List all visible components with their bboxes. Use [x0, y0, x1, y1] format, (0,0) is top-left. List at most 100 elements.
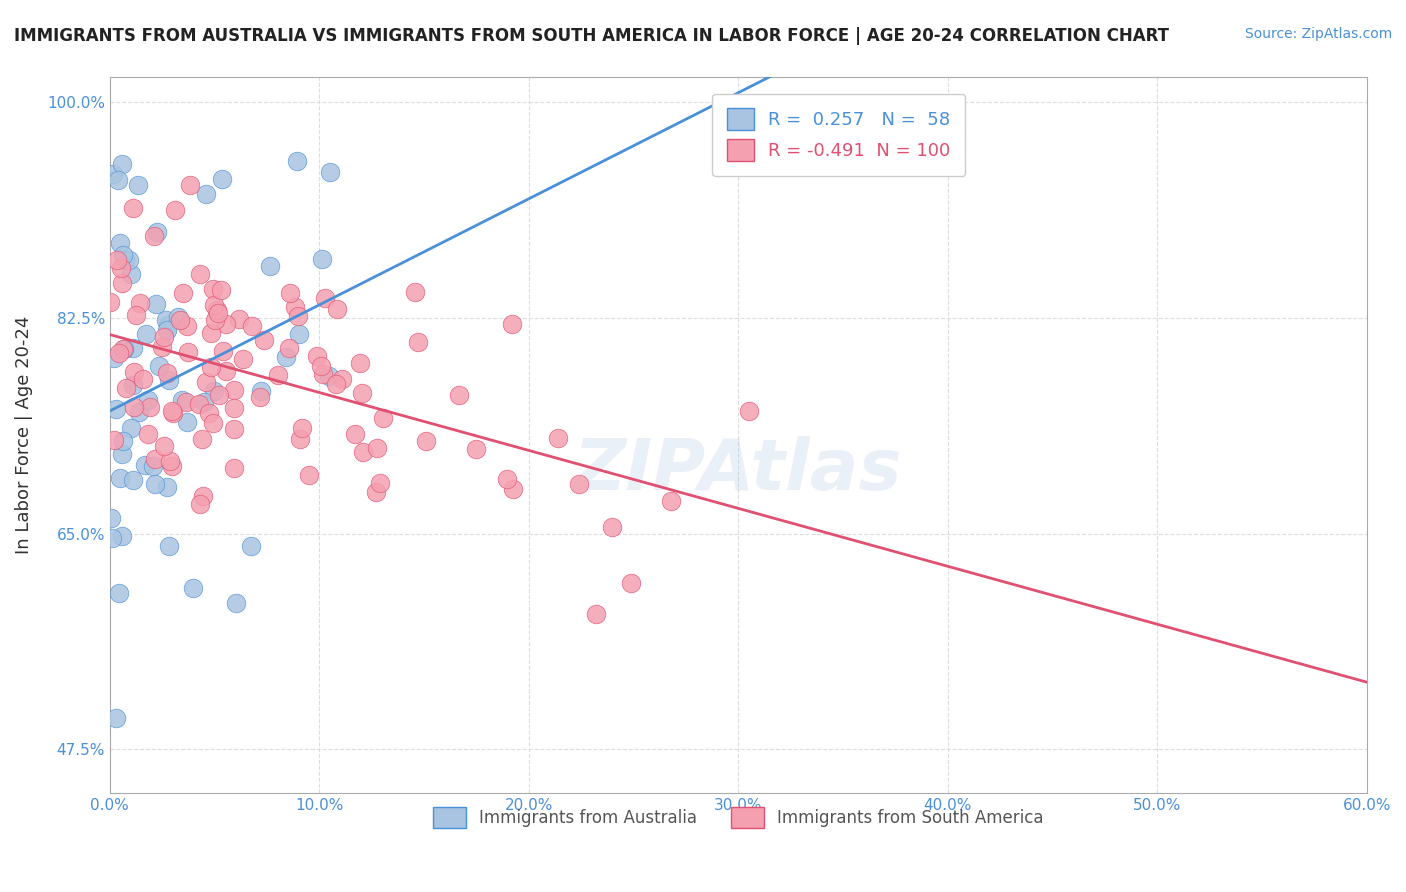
Immigrants from Australia	[211, 172, 233, 186]
Immigrants from South America	[125, 309, 148, 323]
Immigrants from Australia	[111, 248, 134, 262]
Immigrants from Australia	[122, 474, 145, 488]
Immigrants from South America	[344, 427, 367, 442]
Immigrants from South America	[122, 365, 145, 379]
Immigrants from South America	[325, 301, 347, 316]
Immigrants from Australia	[112, 434, 135, 449]
Text: IMMIGRANTS FROM AUSTRALIA VS IMMIGRANTS FROM SOUTH AMERICA IN LABOR FORCE | AGE : IMMIGRANTS FROM AUSTRALIA VS IMMIGRANTS …	[14, 27, 1168, 45]
Immigrants from Australia	[111, 529, 134, 543]
Immigrants from South America	[142, 229, 165, 244]
Immigrants from South America	[366, 441, 388, 455]
Immigrants from Australia	[110, 471, 132, 485]
Immigrants from Australia	[176, 415, 198, 429]
Immigrants from Australia	[121, 377, 143, 392]
Immigrants from South America	[449, 388, 471, 402]
Immigrants from Australia	[249, 384, 271, 398]
Immigrants from South America	[738, 404, 761, 418]
Immigrants from South America	[153, 329, 176, 343]
Immigrants from South America	[228, 312, 250, 326]
Immigrants from South America	[115, 381, 138, 395]
Immigrants from South America	[108, 346, 131, 360]
Immigrants from Australia	[101, 167, 124, 181]
Immigrants from South America	[209, 283, 232, 297]
Immigrants from South America	[267, 368, 290, 382]
Immigrants from Australia	[202, 384, 225, 398]
Immigrants from South America	[298, 468, 321, 483]
Immigrants from South America	[179, 178, 201, 192]
Immigrants from South America	[160, 403, 183, 417]
Immigrants from Australia	[128, 405, 150, 419]
Immigrants from South America	[305, 349, 328, 363]
Immigrants from South America	[132, 372, 155, 386]
Immigrants from South America	[110, 260, 132, 275]
Immigrants from South America	[202, 298, 225, 312]
Immigrants from South America	[353, 445, 375, 459]
Immigrants from Australia	[127, 178, 149, 192]
Immigrants from Australia	[108, 586, 131, 600]
Immigrants from South America	[191, 489, 214, 503]
Immigrants from South America	[156, 366, 179, 380]
Immigrants from South America	[371, 410, 394, 425]
Immigrants from South America	[278, 286, 301, 301]
Immigrants from South America	[366, 485, 388, 500]
Immigrants from South America	[190, 432, 212, 446]
Immigrants from Australia	[104, 402, 127, 417]
Immigrants from South America	[200, 326, 222, 340]
Immigrants from South America	[143, 452, 166, 467]
Immigrants from Australia	[181, 581, 204, 595]
Immigrants from Australia	[156, 323, 179, 337]
Immigrants from South America	[112, 342, 135, 356]
Immigrants from South America	[202, 416, 225, 430]
Immigrants from Australia	[155, 313, 177, 327]
Immigrants from South America	[188, 497, 211, 511]
Immigrants from Australia	[319, 165, 342, 179]
Immigrants from South America	[98, 294, 121, 309]
Immigrants from South America	[139, 400, 162, 414]
Immigrants from South America	[105, 252, 128, 267]
Immigrants from South America	[122, 201, 145, 215]
Immigrants from South America	[169, 313, 191, 327]
Immigrants from South America	[368, 476, 391, 491]
Immigrants from Australia	[193, 395, 215, 409]
Immigrants from Australia	[114, 252, 136, 267]
Immigrants from South America	[200, 359, 222, 374]
Immigrants from Australia	[110, 236, 132, 251]
Immigrants from Australia	[318, 368, 340, 383]
Immigrants from South America	[153, 439, 176, 453]
Immigrants from Australia	[145, 225, 167, 239]
Immigrants from South America	[240, 318, 263, 333]
Immigrants from Australia	[225, 595, 247, 609]
Immigrants from Australia	[121, 267, 143, 281]
Immigrants from Australia	[101, 531, 124, 545]
Immigrants from South America	[291, 420, 314, 434]
Immigrants from South America	[111, 276, 134, 290]
Text: Source: ZipAtlas.com: Source: ZipAtlas.com	[1244, 27, 1392, 41]
Immigrants from South America	[124, 401, 146, 415]
Immigrants from South America	[177, 345, 200, 359]
Immigrants from South America	[162, 406, 184, 420]
Immigrants from Australia	[110, 157, 132, 171]
Immigrants from South America	[222, 422, 245, 436]
Immigrants from Australia	[167, 310, 190, 325]
Immigrants from Australia	[112, 342, 135, 356]
Immigrants from South America	[464, 442, 486, 456]
Immigrants from South America	[165, 203, 187, 218]
Immigrants from South America	[215, 318, 238, 332]
Immigrants from South America	[222, 461, 245, 475]
Immigrants from South America	[129, 296, 152, 310]
Immigrants from South America	[159, 454, 181, 468]
Immigrants from South America	[232, 351, 254, 366]
Immigrants from Australia	[120, 421, 142, 435]
Immigrants from South America	[415, 434, 437, 449]
Immigrants from Australia	[156, 318, 179, 333]
Immigrants from South America	[207, 388, 229, 402]
Immigrants from South America	[224, 401, 246, 415]
Immigrants from Australia	[285, 154, 308, 169]
Immigrants from South America	[160, 458, 183, 473]
Immigrants from Australia	[156, 480, 179, 494]
Immigrants from South America	[172, 286, 194, 301]
Immigrants from South America	[284, 300, 307, 314]
Immigrants from Australia	[121, 341, 143, 355]
Immigrants from South America	[198, 406, 221, 420]
Immigrants from Australia	[157, 539, 180, 553]
